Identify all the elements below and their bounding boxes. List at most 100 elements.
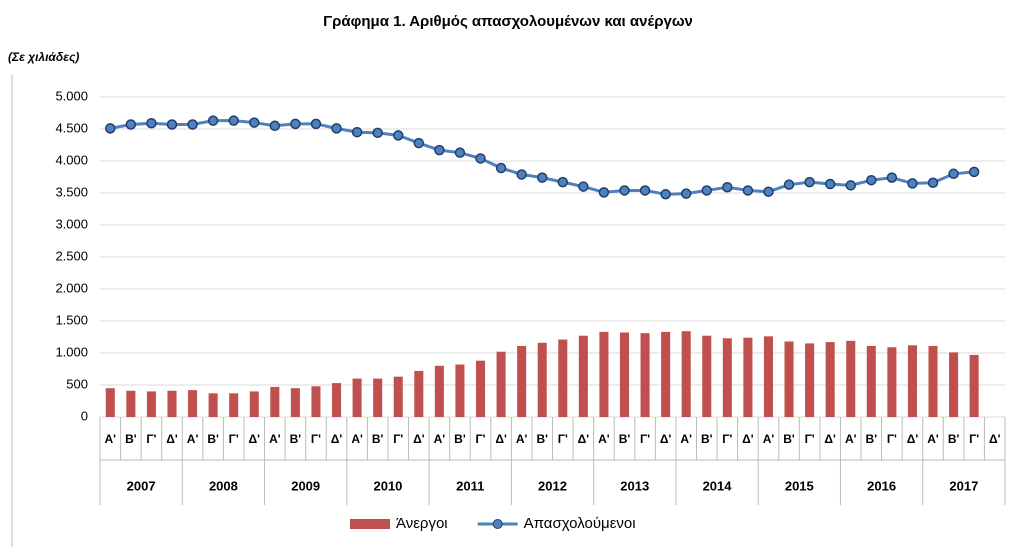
x-tick-label: Δ': [166, 432, 178, 446]
x-tick-label: Β': [866, 432, 878, 446]
x-tick-label: Α': [105, 432, 117, 446]
marker: [948, 168, 959, 180]
bar: [146, 391, 156, 417]
x-tick-label: Β': [290, 432, 302, 446]
year-label: 2012: [538, 478, 567, 493]
marker: [619, 185, 630, 196]
bar: [208, 393, 218, 417]
x-tick-label: Δ': [742, 432, 754, 446]
x-tick-label: Δ': [331, 432, 343, 446]
year-label: 2007: [127, 478, 156, 493]
legend-swatch: [492, 519, 503, 529]
marker: [907, 178, 918, 189]
bar: [907, 345, 917, 417]
legend-swatch: [350, 519, 390, 529]
x-tick-label: Δ': [824, 432, 836, 446]
marker: [290, 118, 301, 130]
x-tick-label: Γ': [558, 432, 568, 446]
chart-title: Γράφημα 1. Αριθμός απασχολουμένων και αν…: [323, 13, 693, 30]
x-tick-label: Α': [516, 432, 528, 446]
x-tick-label: Β': [125, 432, 137, 446]
bar: [290, 388, 300, 417]
marker: [701, 185, 713, 196]
year-label: 2008: [209, 478, 238, 493]
subtitle: (Σε χιλιάδες): [8, 50, 79, 64]
bar: [928, 345, 938, 417]
marker: [866, 174, 877, 186]
bar: [393, 376, 403, 417]
bar: [167, 390, 177, 417]
y-tick-label: 2.500: [55, 248, 88, 263]
y-tick-label: 3.500: [55, 184, 88, 199]
x-tick-label: Α': [680, 432, 692, 446]
marker: [495, 162, 507, 174]
x-tick-label: Γ': [805, 432, 815, 446]
marker: [783, 179, 795, 190]
x-tick-label: Δ': [989, 432, 1001, 446]
bar: [969, 354, 979, 417]
bar: [249, 391, 259, 417]
bar: [475, 360, 486, 417]
x-tick-label: Β': [372, 432, 384, 446]
marker: [824, 178, 836, 190]
x-tick-label: Γ': [722, 432, 732, 446]
bar: [784, 341, 794, 417]
marker: [413, 137, 425, 149]
bar: [558, 339, 568, 417]
bar: [517, 345, 527, 417]
marker: [578, 181, 589, 192]
y-tick-label: 500: [66, 376, 88, 391]
bar: [825, 342, 835, 417]
marker: [763, 186, 774, 197]
marker: [722, 181, 733, 193]
marker: [639, 185, 651, 196]
x-tick-label: Γ': [311, 432, 321, 446]
marker: [372, 127, 383, 139]
x-tick-label: Δ': [907, 432, 919, 446]
bar: [373, 378, 383, 417]
marker: [557, 176, 569, 188]
marker: [927, 177, 939, 189]
x-tick-label: Γ': [640, 432, 650, 446]
bar: [681, 331, 691, 417]
x-tick-label: Α': [763, 432, 775, 446]
year-label: 2016: [867, 478, 896, 493]
marker: [536, 172, 548, 183]
x-tick-label: Α': [351, 432, 363, 446]
x-tick-label: Β': [701, 432, 713, 446]
marker: [207, 115, 219, 126]
bar: [805, 343, 815, 417]
marker: [598, 187, 610, 198]
x-tick-label: Γ': [969, 432, 979, 446]
bar: [640, 333, 650, 417]
x-tick-label: Α': [845, 432, 857, 446]
x-tick-label: Γ': [146, 432, 156, 446]
bar: [743, 337, 753, 417]
bar: [229, 393, 239, 417]
year-label: 2009: [291, 478, 320, 493]
x-tick-label: Β': [619, 432, 631, 446]
bar: [311, 386, 321, 417]
marker: [105, 123, 116, 134]
marker: [886, 172, 898, 183]
bar: [105, 388, 115, 417]
year-label: 2014: [703, 478, 733, 493]
x-tick-label: Δ': [578, 432, 590, 446]
y-tick-label: 5.000: [55, 88, 88, 103]
bar: [949, 352, 959, 417]
x-tick-label: Β': [454, 432, 466, 446]
y-tick-label: 4.500: [55, 120, 88, 135]
x-tick-label: Δ': [249, 432, 261, 446]
x-tick-label: Α': [187, 432, 199, 446]
y-tick-label: 2.000: [55, 280, 88, 295]
year-label: 2010: [373, 478, 402, 493]
bar: [763, 336, 773, 417]
bar: [414, 370, 424, 417]
marker: [660, 189, 671, 200]
bar: [270, 386, 280, 417]
x-tick-label: Δ': [660, 432, 672, 446]
x-tick-label: Β': [783, 432, 795, 446]
marker: [125, 119, 137, 130]
bar: [126, 390, 136, 417]
bar: [619, 332, 630, 417]
